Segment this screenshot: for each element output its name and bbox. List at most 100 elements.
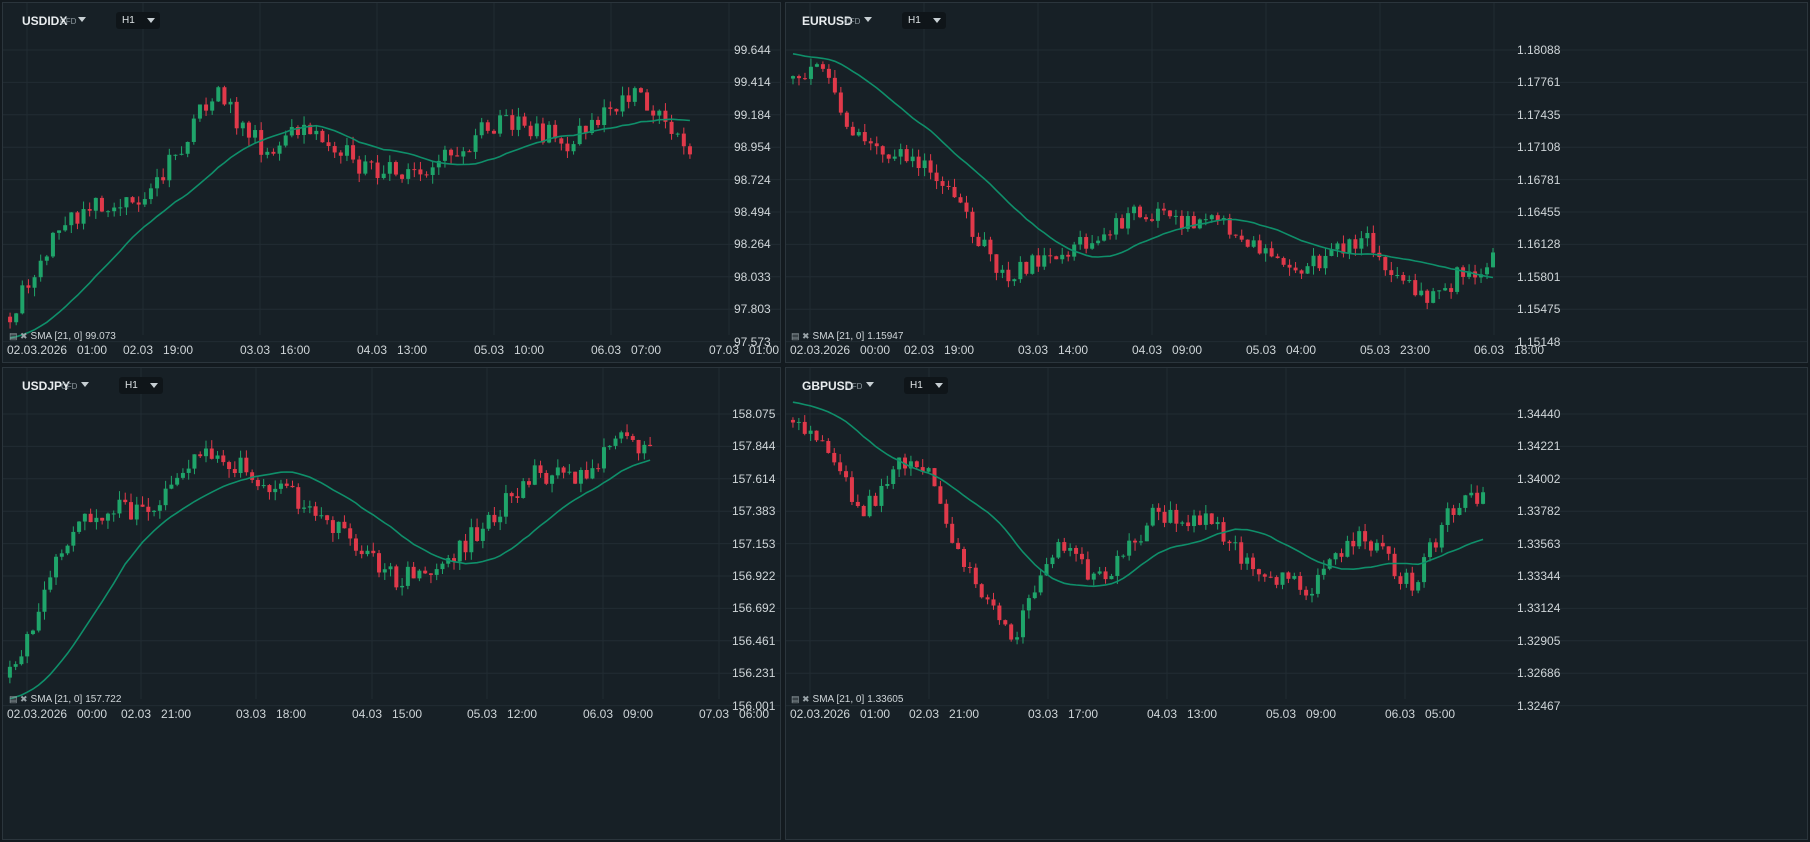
- candle[interactable]: [1461, 265, 1466, 285]
- candle[interactable]: [1074, 545, 1079, 562]
- candle[interactable]: [289, 119, 294, 138]
- candle[interactable]: [405, 561, 410, 590]
- candle[interactable]: [796, 74, 801, 86]
- candle[interactable]: [492, 506, 497, 526]
- candle[interactable]: [36, 603, 41, 633]
- candle[interactable]: [65, 544, 70, 556]
- candle[interactable]: [1036, 248, 1041, 272]
- candle[interactable]: [1451, 504, 1456, 523]
- candle[interactable]: [1203, 505, 1208, 530]
- candle[interactable]: [1084, 233, 1089, 254]
- candle[interactable]: [1286, 571, 1291, 584]
- timeframe-selector[interactable]: H1: [902, 12, 946, 29]
- candle[interactable]: [1445, 502, 1450, 532]
- candle[interactable]: [928, 154, 933, 180]
- candle[interactable]: [964, 195, 969, 219]
- candle[interactable]: [1020, 604, 1025, 644]
- candle[interactable]: [596, 116, 601, 128]
- candle[interactable]: [855, 494, 860, 508]
- candle[interactable]: [221, 450, 226, 466]
- candle[interactable]: [228, 98, 233, 114]
- candle[interactable]: [596, 463, 601, 472]
- candle[interactable]: [1192, 509, 1197, 533]
- candle[interactable]: [1437, 290, 1442, 300]
- candle[interactable]: [479, 117, 484, 139]
- candle[interactable]: [950, 516, 955, 544]
- candle[interactable]: [117, 491, 122, 518]
- candle[interactable]: [210, 98, 215, 115]
- candle[interactable]: [25, 631, 30, 664]
- candle[interactable]: [134, 496, 139, 526]
- candle[interactable]: [1215, 212, 1220, 225]
- candle[interactable]: [940, 176, 945, 194]
- candle[interactable]: [516, 107, 521, 137]
- candle[interactable]: [1126, 207, 1131, 235]
- candle[interactable]: [962, 546, 966, 572]
- candle[interactable]: [1425, 289, 1430, 310]
- candle[interactable]: [1233, 234, 1238, 238]
- indicator-legend[interactable]: ▤ ✖ SMA [21, 0] 1.15947: [791, 331, 903, 342]
- candle[interactable]: [498, 510, 503, 531]
- candle[interactable]: [111, 510, 116, 522]
- candle[interactable]: [620, 86, 625, 117]
- candle[interactable]: [1389, 261, 1394, 283]
- candle[interactable]: [979, 583, 984, 599]
- candle[interactable]: [467, 149, 472, 153]
- candle[interactable]: [509, 491, 514, 504]
- price-chart[interactable]: [786, 3, 1808, 363]
- candle[interactable]: [1174, 503, 1179, 532]
- candle[interactable]: [1179, 210, 1184, 236]
- candle[interactable]: [106, 210, 111, 218]
- candle[interactable]: [157, 500, 162, 519]
- candle[interactable]: [1256, 568, 1261, 582]
- candle[interactable]: [1299, 269, 1304, 279]
- candle[interactable]: [985, 594, 990, 605]
- timeframe-selector[interactable]: H1: [116, 12, 160, 29]
- candle[interactable]: [657, 109, 662, 124]
- candle[interactable]: [69, 212, 74, 234]
- candle[interactable]: [81, 201, 86, 230]
- candle[interactable]: [559, 137, 564, 151]
- candle[interactable]: [142, 192, 147, 208]
- symbol-dropdown-icon[interactable]: [81, 382, 89, 387]
- candle[interactable]: [1439, 522, 1444, 553]
- candle[interactable]: [790, 75, 795, 85]
- candle[interactable]: [480, 522, 485, 549]
- candle[interactable]: [259, 122, 264, 163]
- candle[interactable]: [1239, 229, 1244, 243]
- symbol-dropdown-icon[interactable]: [866, 382, 874, 387]
- candle[interactable]: [54, 554, 59, 585]
- candle[interactable]: [1274, 575, 1279, 589]
- chart-panel-eurusd[interactable]: EURUSD CFD H1 ▤ ✖ SMA [21, 0] 1.15947 1.…: [785, 2, 1808, 363]
- candle[interactable]: [1030, 253, 1035, 275]
- chart-panel-gbpusd[interactable]: GBPUSD CFD H1 ▤ ✖ SMA [21, 0] 1.33605 1.…: [785, 367, 1808, 840]
- candle[interactable]: [209, 440, 214, 460]
- candle[interactable]: [675, 132, 680, 138]
- candle[interactable]: [808, 425, 813, 441]
- candle[interactable]: [997, 602, 1002, 625]
- candle[interactable]: [1357, 526, 1362, 550]
- candle[interactable]: [332, 141, 337, 159]
- candle[interactable]: [1012, 278, 1017, 286]
- candle[interactable]: [850, 121, 855, 136]
- candle[interactable]: [826, 64, 831, 84]
- candle[interactable]: [449, 148, 454, 164]
- candle[interactable]: [1102, 227, 1107, 242]
- candle[interactable]: [1066, 251, 1071, 262]
- candle[interactable]: [185, 141, 190, 158]
- candle[interactable]: [1257, 234, 1262, 255]
- candle[interactable]: [330, 516, 335, 542]
- candle[interactable]: [849, 471, 854, 506]
- candle[interactable]: [336, 521, 341, 540]
- candle[interactable]: [417, 569, 422, 582]
- candle[interactable]: [1091, 572, 1096, 586]
- candle[interactable]: [261, 478, 266, 489]
- candle[interactable]: [1227, 213, 1232, 239]
- candle[interactable]: [63, 216, 68, 232]
- candle[interactable]: [222, 85, 227, 106]
- candle[interactable]: [42, 581, 47, 620]
- candle[interactable]: [48, 570, 53, 593]
- candle[interactable]: [584, 461, 589, 480]
- candle[interactable]: [1245, 553, 1250, 570]
- candle[interactable]: [820, 61, 825, 72]
